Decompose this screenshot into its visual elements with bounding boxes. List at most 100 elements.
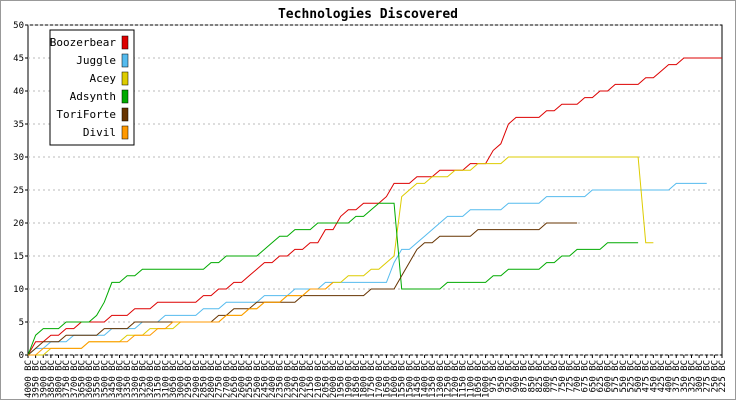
x-tick-label: 1600 BC	[390, 360, 400, 398]
x-tick-label: 2950 BC	[184, 360, 194, 398]
x-tick-label: 2400 BC	[268, 360, 278, 398]
series-line	[27, 202, 639, 356]
x-tick-label: 225 BC	[718, 360, 728, 393]
x-tick-label: 300 BC	[695, 360, 705, 393]
legend-swatch	[121, 35, 129, 50]
x-tick-label: 1400 BC	[421, 360, 431, 398]
x-tick-label: 3150 BC	[154, 360, 164, 398]
y-tick-label: 15	[13, 252, 24, 262]
y-tick-label: 20	[13, 219, 24, 229]
x-tick-label: 375 BC	[672, 360, 682, 393]
x-tick-label: 3400 BC	[116, 360, 126, 398]
x-tick-label: 3350 BC	[123, 360, 133, 398]
legend-label: Boozerbear	[50, 36, 117, 49]
x-tick-label: 1050 BC	[474, 360, 484, 398]
x-tick-label: 2800 BC	[207, 360, 217, 398]
x-tick-label: 1850 BC	[352, 360, 362, 398]
x-tick-label: 800 BC	[543, 360, 553, 393]
x-tick-label: 2750 BC	[215, 360, 225, 398]
x-tick-label: 1900 BC	[344, 360, 354, 398]
x-tick-label: 3600 BC	[85, 360, 95, 398]
legend-swatch	[121, 53, 129, 68]
x-tick-label: 2450 BC	[260, 360, 270, 398]
x-tick-label: 1200 BC	[451, 360, 461, 398]
series-line	[28, 156, 654, 356]
x-tick-label: 2850 BC	[199, 360, 209, 398]
x-tick-label: 3050 BC	[169, 360, 179, 398]
x-tick-label: 525 BC	[626, 360, 636, 393]
x-tick-label: 1800 BC	[360, 360, 370, 398]
legend-label: Adsynth	[70, 90, 116, 103]
x-tick-label: 575 BC	[611, 360, 621, 393]
x-tick-label: 700 BC	[573, 360, 583, 393]
x-tick-label: 3450 BC	[108, 360, 118, 398]
x-tick-label: 3650 BC	[77, 360, 87, 398]
x-tick-label: 2600 BC	[238, 360, 248, 398]
x-tick-label: 2050 BC	[321, 360, 331, 398]
x-tick-label: 600 BC	[604, 360, 614, 393]
x-tick-label: 2500 BC	[253, 360, 263, 398]
legend-label: Juggle	[76, 54, 116, 67]
x-tick-label: 825 BC	[535, 360, 545, 393]
x-tick-label: 975 BC	[489, 360, 499, 393]
x-tick-label: 2350 BC	[276, 360, 286, 398]
x-tick-label: 1000 BC	[482, 360, 492, 398]
x-tick-label: 1950 BC	[337, 360, 347, 398]
x-tick-label: 3200 BC	[146, 360, 156, 398]
x-tick-label: 3950 BC	[32, 360, 42, 398]
x-tick-label: 3800 BC	[55, 360, 65, 398]
x-tick-label: 1550 BC	[398, 360, 408, 398]
x-tick-label: 2000 BC	[329, 360, 339, 398]
x-tick-label: 2550 BC	[245, 360, 255, 398]
x-tick-label: 3100 BC	[161, 360, 171, 398]
x-tick-label: 1700 BC	[375, 360, 385, 398]
x-tick-label: 4000 BC	[24, 360, 34, 398]
x-tick-label: 2700 BC	[222, 360, 232, 398]
y-tick-label: 0	[19, 351, 24, 361]
x-tick-label: 1650 BC	[382, 360, 392, 398]
x-tick-label: 1350 BC	[428, 360, 438, 398]
x-tick-label: 3900 BC	[39, 360, 49, 398]
x-tick-label: 675 BC	[581, 360, 591, 393]
legend-swatch	[121, 107, 129, 122]
series-line	[28, 282, 334, 356]
x-tick-label: 2300 BC	[283, 360, 293, 398]
y-tick-label: 50	[13, 21, 24, 31]
y-tick-label: 5	[19, 318, 24, 328]
x-tick-label: 725 BC	[565, 360, 575, 393]
x-tick-label: 425 BC	[657, 360, 667, 393]
x-tick-label: 3250 BC	[138, 360, 148, 398]
x-tick-label: 325 BC	[687, 360, 697, 393]
x-tick-label: 925 BC	[504, 360, 514, 393]
x-tick-label: 875 BC	[520, 360, 530, 393]
x-tick-label: 475 BC	[642, 360, 652, 393]
x-tick-label: 250 BC	[710, 360, 720, 393]
x-tick-label: 3300 BC	[131, 360, 141, 398]
x-tick-label: 900 BC	[512, 360, 522, 393]
x-tick-label: 3550 BC	[93, 360, 103, 398]
y-tick-label: 40	[13, 87, 24, 97]
legend-swatch	[121, 125, 129, 140]
x-tick-label: 1100 BC	[466, 360, 476, 398]
x-tick-label: 775 BC	[550, 360, 560, 393]
y-tick-label: 45	[13, 54, 24, 64]
y-tick-label: 10	[13, 285, 24, 295]
x-tick-label: 3750 BC	[62, 360, 72, 398]
series-line	[27, 182, 707, 356]
x-tick-label: 2100 BC	[314, 360, 324, 398]
x-tick-label: 1300 BC	[436, 360, 446, 398]
x-tick-label: 2200 BC	[299, 360, 309, 398]
x-tick-label: 1500 BC	[405, 360, 415, 398]
x-tick-label: 1750 BC	[367, 360, 377, 398]
y-tick-label: 35	[13, 120, 24, 130]
series-line	[27, 57, 722, 356]
x-tick-label: 3500 BC	[100, 360, 110, 398]
x-tick-label: 400 BC	[665, 360, 675, 393]
x-tick-label: 2250 BC	[291, 360, 301, 398]
x-tick-label: 850 BC	[527, 360, 537, 393]
x-tick-label: 1250 BC	[443, 360, 453, 398]
x-tick-label: 3000 BC	[177, 360, 187, 398]
x-tick-label: 550 BC	[619, 360, 629, 393]
x-tick-label: 3700 BC	[70, 360, 80, 398]
